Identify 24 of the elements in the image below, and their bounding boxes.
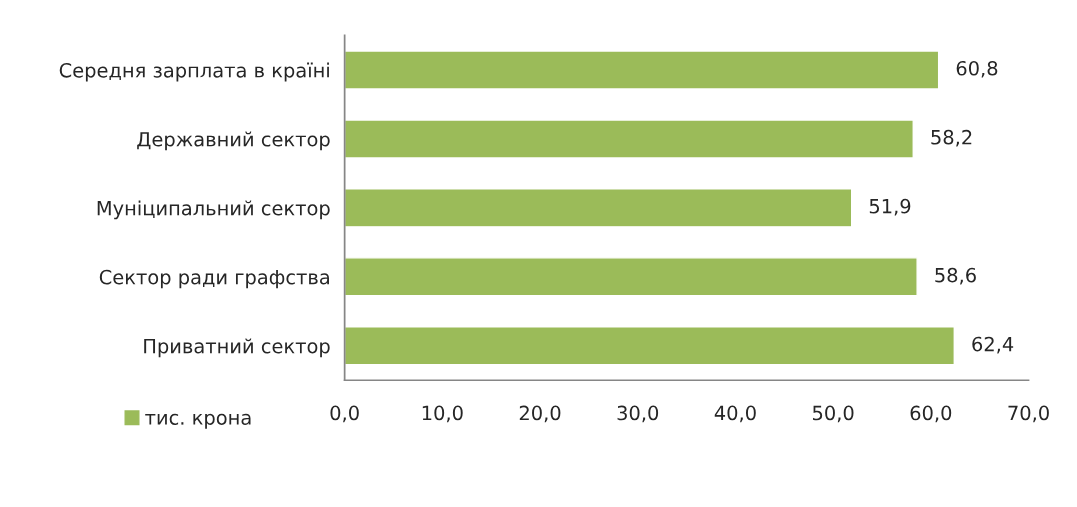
data-label: 62,4 — [972, 336, 1014, 354]
data-label: 51,9 — [869, 198, 911, 216]
data-label: 60,8 — [956, 60, 998, 78]
bar — [344, 257, 918, 297]
bar — [344, 50, 940, 90]
bar — [344, 326, 955, 366]
y-tick-label: Муніципальний сектор — [97, 200, 330, 220]
x-tick-label: 20,0 — [519, 405, 561, 423]
y-tick-label: Приватний сектор — [144, 338, 330, 358]
x-tick-label: 0,0 — [330, 405, 359, 423]
data-label: 58,2 — [931, 129, 972, 147]
y-tick-label: Сектор ради графства — [99, 269, 329, 289]
y-tick-label: Середня зарплата в країні — [59, 62, 329, 82]
x-tick-label: 70,0 — [1008, 405, 1049, 423]
x-tick-label: 40,0 — [714, 405, 756, 423]
x-tick-label: 60,0 — [910, 405, 952, 423]
bar — [344, 119, 914, 159]
bar — [344, 188, 853, 228]
data-label: 58,6 — [935, 267, 976, 285]
legend-label: тис. крона — [145, 413, 251, 429]
y-tick-label: Державний сектор — [137, 131, 330, 151]
x-tick-label: 30,0 — [617, 405, 659, 423]
x-tick-label: 10,0 — [422, 405, 463, 423]
x-tick-label: 50,0 — [812, 405, 854, 423]
